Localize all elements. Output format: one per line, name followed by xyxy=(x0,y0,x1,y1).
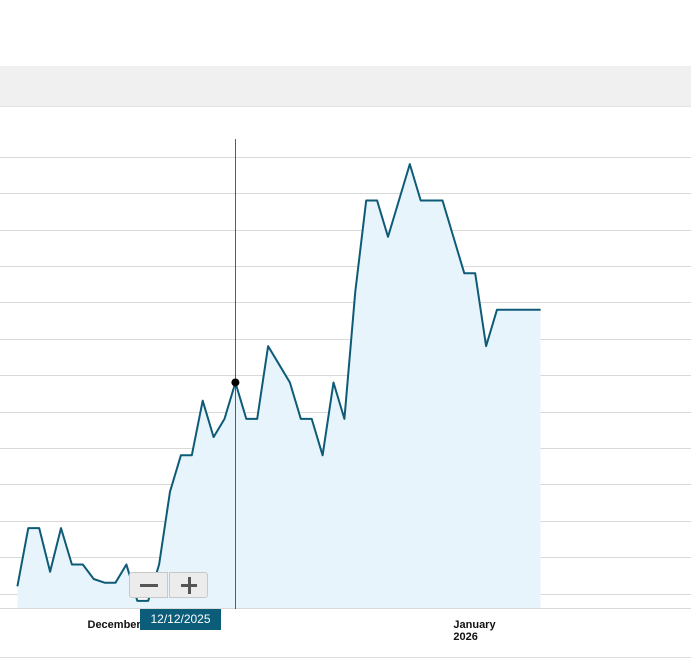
series-area-fill xyxy=(17,164,541,608)
data-point[interactable] xyxy=(516,307,522,313)
data-point[interactable] xyxy=(36,525,42,531)
data-point[interactable] xyxy=(58,525,64,531)
data-point[interactable] xyxy=(102,580,108,586)
chart-header-band xyxy=(0,66,691,106)
data-point[interactable] xyxy=(450,234,456,240)
data-point[interactable] xyxy=(265,343,271,349)
data-point[interactable] xyxy=(113,580,119,586)
data-point[interactable] xyxy=(200,398,206,404)
data-point[interactable] xyxy=(538,307,544,313)
data-point[interactable] xyxy=(178,452,184,458)
data-point[interactable] xyxy=(440,197,446,203)
data-point[interactable] xyxy=(69,561,75,567)
data-point[interactable] xyxy=(254,416,260,422)
header-divider xyxy=(0,106,691,107)
data-point[interactable] xyxy=(123,561,129,567)
data-point[interactable] xyxy=(527,307,533,313)
data-point[interactable] xyxy=(91,576,97,582)
data-point[interactable] xyxy=(385,234,391,240)
data-point[interactable] xyxy=(483,343,489,349)
data-point[interactable] xyxy=(363,197,369,203)
zoom-in-button[interactable] xyxy=(169,572,208,598)
data-point[interactable] xyxy=(243,416,249,422)
data-point[interactable] xyxy=(80,561,86,567)
data-point[interactable] xyxy=(494,307,500,313)
data-point[interactable] xyxy=(309,416,315,422)
zoom-out-button[interactable] xyxy=(129,572,168,598)
data-point[interactable] xyxy=(167,489,173,495)
x-tick-label: January xyxy=(453,619,496,631)
data-point[interactable] xyxy=(418,197,424,203)
data-point[interactable] xyxy=(331,379,337,385)
x-tick-label: December xyxy=(88,619,142,631)
data-point[interactable] xyxy=(222,416,228,422)
data-point[interactable] xyxy=(14,583,20,589)
grid-lines xyxy=(0,157,691,609)
data-point[interactable] xyxy=(374,197,380,203)
data-point[interactable] xyxy=(211,434,217,440)
series-line xyxy=(16,163,541,602)
chart-bottom-divider xyxy=(0,657,691,658)
data-point[interactable] xyxy=(134,598,140,604)
data-point[interactable] xyxy=(189,452,195,458)
data-point[interactable] xyxy=(472,270,478,276)
data-point[interactable] xyxy=(47,569,53,575)
data-point[interactable] xyxy=(145,598,151,604)
data-point[interactable] xyxy=(276,361,282,367)
data-point[interactable] xyxy=(429,197,435,203)
zoom-controls xyxy=(129,572,209,598)
data-point[interactable] xyxy=(341,416,347,422)
data-point[interactable] xyxy=(25,525,31,531)
data-point[interactable] xyxy=(352,288,358,294)
data-point[interactable] xyxy=(407,161,413,167)
crosshair-date-label: 12/12/2025 xyxy=(140,609,221,630)
data-point[interactable] xyxy=(298,416,304,422)
data-point[interactable] xyxy=(505,307,511,313)
x-axis-labels: DecemberJanuary2026February xyxy=(88,619,497,643)
data-point[interactable] xyxy=(461,270,467,276)
data-point[interactable] xyxy=(156,561,162,567)
crosshair-point xyxy=(231,378,240,387)
data-point[interactable] xyxy=(287,379,293,385)
data-point[interactable] xyxy=(320,452,326,458)
data-point[interactable] xyxy=(396,197,402,203)
x-tick-sublabel: 2026 xyxy=(453,631,477,643)
